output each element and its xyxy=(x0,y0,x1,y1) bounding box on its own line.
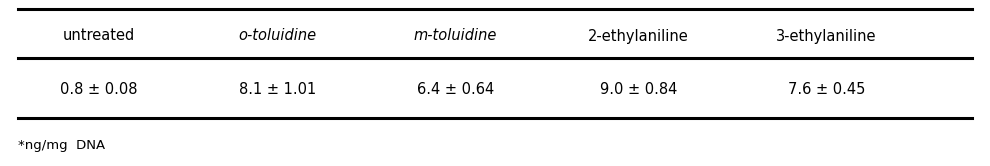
Text: 0.8 ± 0.08: 0.8 ± 0.08 xyxy=(60,83,138,97)
Text: 7.6 ± 0.45: 7.6 ± 0.45 xyxy=(788,83,865,97)
Text: untreated: untreated xyxy=(63,29,135,43)
Text: 6.4 ± 0.64: 6.4 ± 0.64 xyxy=(417,83,494,97)
Text: o-toluidine: o-toluidine xyxy=(239,29,316,43)
Text: m-toluidine: m-toluidine xyxy=(414,29,497,43)
Text: 2-ethylaniline: 2-ethylaniline xyxy=(588,29,689,43)
Text: 8.1 ± 1.01: 8.1 ± 1.01 xyxy=(239,83,316,97)
Text: 3-ethylaniline: 3-ethylaniline xyxy=(776,29,877,43)
Text: 9.0 ± 0.84: 9.0 ± 0.84 xyxy=(600,83,677,97)
Text: *ng/mg  DNA: *ng/mg DNA xyxy=(18,139,105,153)
